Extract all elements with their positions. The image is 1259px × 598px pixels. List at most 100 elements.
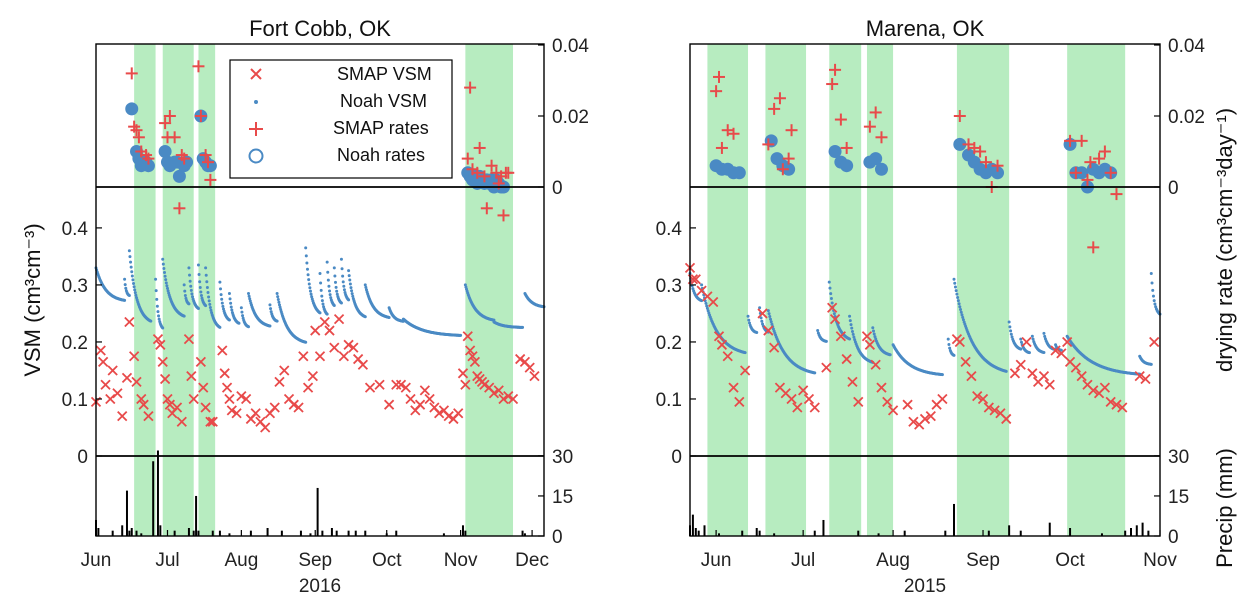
smap-vsm-point xyxy=(400,382,411,393)
month-tick-label: Jun xyxy=(81,550,112,571)
noah-vsm-point xyxy=(363,315,367,319)
smap-vsm-point xyxy=(221,382,233,393)
smap-vsm-point xyxy=(529,371,540,382)
noah-vsm-point xyxy=(521,325,525,329)
smap-vsm-point xyxy=(357,359,369,370)
noah-vsm-point xyxy=(157,314,161,318)
smap-vsm-point xyxy=(279,365,290,376)
noah-vsm-point xyxy=(325,312,329,316)
noah-vsm-point xyxy=(220,301,224,305)
smap-vsm-point xyxy=(708,296,719,308)
smap-vsm-point xyxy=(853,396,864,407)
noah-vsm-point xyxy=(304,254,308,258)
smap-vsm-stroke xyxy=(763,325,774,336)
noah-vsm-point xyxy=(163,274,167,278)
noah-vsm-point xyxy=(848,319,852,323)
noah-vsm-point xyxy=(340,267,344,271)
smap-vsm-point xyxy=(136,393,147,405)
noah-vsm-point xyxy=(248,297,252,301)
smap-vsm-stroke xyxy=(479,379,490,390)
smap-vsm-point xyxy=(835,331,847,342)
smap-vsm-point xyxy=(467,351,478,362)
noah-vsm-point xyxy=(204,304,208,308)
noah-vsm-point xyxy=(166,289,170,293)
noah-vsm-point xyxy=(342,288,346,292)
noah-vsm-point xyxy=(948,346,952,350)
smap-rate-point xyxy=(762,138,775,151)
smap-vsm-point xyxy=(919,413,931,425)
noah-vsm-point xyxy=(349,286,353,290)
smap-vsm-stroke xyxy=(221,382,233,393)
rate-tick-label: 0.02 xyxy=(1168,107,1205,128)
smap-vsm-point xyxy=(882,396,893,407)
smap-vsm-stroke xyxy=(847,376,858,388)
smap-rate-point xyxy=(473,141,486,154)
smap-vsm-stroke xyxy=(902,399,913,410)
smap-vsm-point xyxy=(112,388,123,399)
noah-vsm-point xyxy=(770,322,774,326)
smap-vsm-stroke xyxy=(1070,362,1082,373)
noah-vsm-point xyxy=(123,277,127,281)
noah-vsm-point xyxy=(129,265,133,269)
noah-vsm-point xyxy=(1010,335,1014,339)
drydown-band xyxy=(465,44,514,536)
noah-vsm-point xyxy=(1150,281,1154,285)
smap-vsm-point xyxy=(803,393,815,405)
smap-vsm-point xyxy=(977,393,989,405)
smap-vsm-point xyxy=(1027,368,1038,379)
noah-vsm-point xyxy=(1027,351,1031,355)
smap-rate-point xyxy=(173,202,186,215)
noah-vsm-point xyxy=(959,310,963,314)
noah-vsm-point xyxy=(852,335,856,339)
noah-rate-point xyxy=(158,145,172,158)
rate-tick-label: 0.04 xyxy=(552,36,589,57)
smap-vsm-point xyxy=(200,402,211,413)
noah-vsm-point xyxy=(871,326,875,330)
smap-vsm-point xyxy=(217,345,228,356)
smap-vsm-point xyxy=(861,331,873,342)
smap-vsm-stroke xyxy=(453,408,464,419)
noah-vsm-point xyxy=(1151,288,1155,292)
smap-vsm-stroke xyxy=(307,371,318,382)
noah-vsm-point xyxy=(1149,272,1153,276)
smap-rate-point xyxy=(142,152,155,165)
smap-vsm-stroke xyxy=(105,393,116,405)
smap-vsm-point xyxy=(414,399,426,410)
noah-vsm-point xyxy=(888,353,892,357)
noah-vsm-point xyxy=(319,281,323,285)
noah-vsm-point xyxy=(347,298,351,302)
smap-vsm-stroke xyxy=(374,379,385,390)
smap-vsm-stroke xyxy=(171,402,183,413)
drydown-band xyxy=(956,44,1010,536)
smap-vsm-point xyxy=(1009,368,1021,379)
noah-rate-point xyxy=(125,102,139,116)
smap-vsm-stroke xyxy=(925,410,936,422)
precip-tick-label: 0 xyxy=(552,527,563,548)
smap-vsm-stroke xyxy=(954,336,965,348)
smap-vsm-point xyxy=(159,373,171,385)
noah-vsm-point xyxy=(240,310,244,314)
smap-vsm-point xyxy=(870,359,881,370)
noah-vsm-point xyxy=(189,288,193,292)
smap-vsm-point xyxy=(333,314,345,325)
precip-tick-label: 0 xyxy=(1168,527,1179,548)
noah-vsm-point xyxy=(157,317,161,321)
smap-rate-point xyxy=(727,127,740,140)
drydown-band xyxy=(866,44,894,536)
smap-vsm-point xyxy=(908,416,919,427)
noah-rate-point xyxy=(828,145,842,158)
noah-vsm-point xyxy=(849,323,853,327)
smap-vsm-point xyxy=(798,385,809,396)
noah-vsm-point xyxy=(1007,320,1011,324)
noah-rate-point xyxy=(141,159,155,173)
legend-label-noah-rates: Noah rates xyxy=(337,145,425,165)
smap-vsm-stroke xyxy=(1149,336,1160,348)
vsm-tick-label: 0.3 xyxy=(656,276,682,297)
noah-vsm-point xyxy=(229,301,233,305)
smap-vsm-stroke xyxy=(739,365,751,376)
smap-vsm-point xyxy=(298,351,309,362)
smap-vsm-stroke xyxy=(124,316,135,328)
smap-vsm-stroke xyxy=(493,385,504,396)
noah-vsm-point xyxy=(154,289,158,293)
noah-vsm-point xyxy=(759,316,763,320)
